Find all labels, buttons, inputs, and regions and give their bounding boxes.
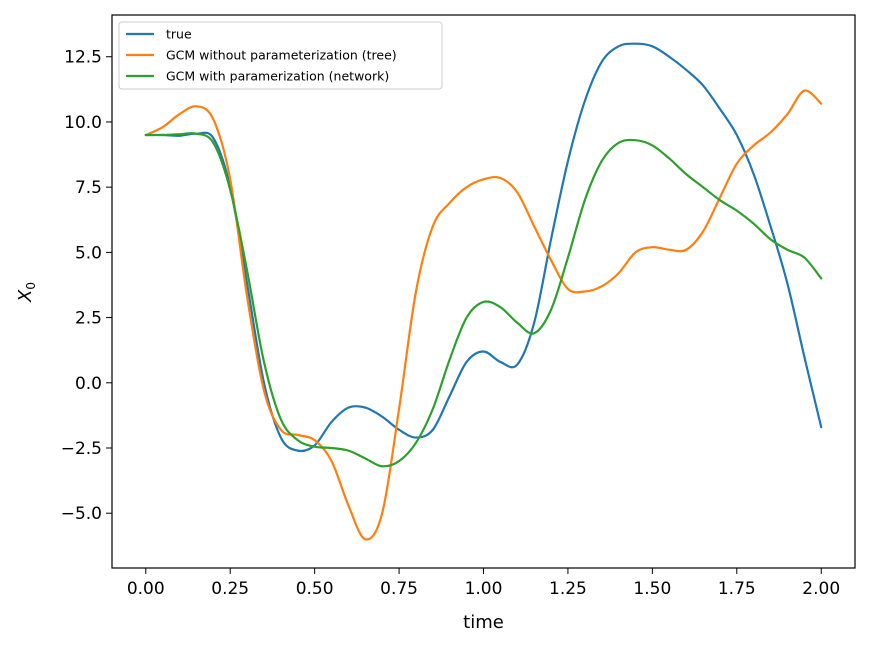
x-axis-title: time (463, 612, 504, 633)
y-tick-label: 5.0 (75, 243, 102, 263)
y-axis-title: X0 (15, 282, 38, 303)
series-line-2 (144, 132, 823, 468)
legend-box (118, 21, 443, 90)
x-tick-label: 1.75 (718, 579, 756, 599)
y-tick-label: −2.5 (61, 439, 102, 459)
x-tick-label: 1.25 (549, 579, 587, 599)
series-line-0 (144, 42, 823, 453)
y-axis-title-subscript: 0 (24, 282, 38, 290)
x-tick-label: 0.75 (380, 579, 418, 599)
x-tick-label: 2.00 (802, 579, 840, 599)
plot-area (144, 42, 823, 541)
y-tick-label: 7.5 (75, 178, 102, 198)
legend-label-1: GCM without parameterization (tree) (166, 48, 397, 63)
series-layer (144, 42, 823, 541)
y-tick-label: 12.5 (64, 48, 102, 68)
legend: true GCM without parameterization (tree) G… (118, 21, 443, 90)
y-axis-title-main: X (15, 289, 36, 303)
y-tick-label: 0.0 (75, 374, 102, 394)
y-tick-label: 2.5 (75, 309, 102, 329)
x-tick-label: 0.25 (211, 579, 249, 599)
legend-label-0: true (166, 27, 192, 42)
x-axis: 0.00 0.25 0.50 0.75 1.00 1.25 1.50 1.75 2.00 (127, 568, 840, 599)
series-line-1 (144, 89, 823, 541)
x-tick-label: 0.50 (296, 579, 334, 599)
x-tick-label: 1.50 (633, 579, 671, 599)
y-axis: −5.0 −2.5 0.0 2.5 5.0 7.5 10.0 12.5 (61, 48, 112, 524)
y-tick-label: −5.0 (61, 504, 102, 524)
legend-label-2: GCM with paramerization (network) (166, 69, 389, 84)
x-tick-label: 0.00 (127, 579, 165, 599)
x-tick-label: 1.00 (465, 579, 503, 599)
y-tick-label: 10.0 (64, 113, 102, 133)
